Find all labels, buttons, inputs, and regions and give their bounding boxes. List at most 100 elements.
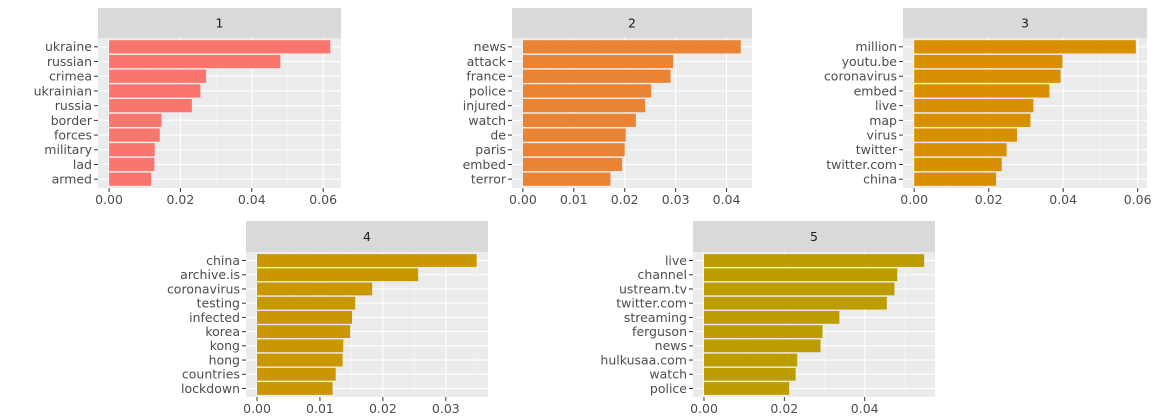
bar-ustream.tv [704, 282, 895, 296]
bar-russian [109, 54, 281, 69]
bar-de [522, 128, 626, 142]
facet-panel-3: 3 millionyoutu.becoronavirusembedlivemapv… [824, 8, 1152, 207]
y-tick-label: news [474, 39, 506, 54]
bar-police [522, 84, 652, 98]
bar-embed [914, 84, 1050, 98]
bar-live [914, 99, 1034, 113]
y-tick-label: police [650, 381, 687, 396]
x-tick-label: 0.02 [611, 192, 639, 207]
bar-news [704, 339, 821, 353]
bar-hong [257, 353, 343, 367]
y-tick-label: countries [182, 367, 240, 382]
y-tick-label: streaming [624, 310, 687, 325]
y-tick-label: de [490, 127, 506, 142]
y-tick-label: twitter.com [826, 157, 897, 172]
bar-testing [257, 296, 356, 310]
y-tick-label: watch [649, 367, 687, 382]
y-tick-label: twitter.com [616, 296, 687, 311]
facet-title: 4 [363, 229, 371, 244]
y-tick-label: terror [471, 172, 507, 187]
x-tick-label: 0.04 [851, 401, 879, 416]
facet-panel-2: 2 newsattackfrancepoliceinjuredwatchdepar… [463, 8, 752, 207]
y-tick-label: map [869, 113, 897, 128]
bar-ferguson [704, 325, 823, 339]
bar-paris [522, 143, 625, 157]
y-tick-label: youtu.be [842, 54, 898, 69]
x-tick-label: 0.01 [306, 401, 334, 416]
bar-injured [522, 99, 646, 113]
facet-title: 2 [628, 16, 636, 31]
bar-ukraine [109, 40, 331, 54]
y-tick-label: coronavirus [167, 281, 240, 296]
bar-coronavirus [914, 69, 1061, 83]
bar-archive.is [257, 268, 419, 282]
y-tick-label: kong [210, 338, 240, 353]
bar-korea [257, 325, 351, 339]
y-tick-label: military [44, 142, 92, 157]
x-tick-label: 0.06 [309, 192, 337, 207]
bar-attack [522, 54, 674, 69]
x-tick-label: 0.06 [1124, 192, 1152, 207]
facet-title: 3 [1021, 16, 1029, 31]
y-tick-label: ukrainian [34, 83, 92, 98]
bar-virus [914, 128, 1017, 142]
bar-forces [109, 128, 160, 142]
bar-infected [257, 310, 353, 324]
y-tick-label: korea [205, 324, 240, 339]
facet-panel-5: 5 livechannelustream.tvtwitter.comstreami… [600, 221, 935, 416]
x-tick-label: 0.03 [432, 401, 460, 416]
y-tick-label: ferguson [632, 324, 687, 339]
x-tick-label: 0.01 [560, 192, 588, 207]
bar-armed [109, 172, 152, 186]
bar-channel [704, 268, 898, 282]
facet-strip [693, 221, 935, 252]
facet-panel-1: 1 ukrainerussiancrimeaukrainianrussiabord… [34, 8, 341, 207]
y-tick-label: channel [638, 267, 687, 282]
bar-china [257, 254, 477, 267]
bar-lad [109, 157, 155, 172]
facet-panel-4: 4 chinaarchive.iscoronavirustestinginfect… [167, 221, 488, 416]
y-tick-label: lockdown [181, 381, 240, 396]
bar-lockdown [257, 382, 333, 395]
bar-twitter.com [704, 296, 887, 310]
bar-border [109, 113, 162, 127]
bar-hulkusaa.com [704, 353, 798, 367]
y-tick-label: virus [867, 127, 897, 142]
y-tick-label: forces [54, 127, 92, 142]
y-tick-label: france [466, 69, 506, 84]
x-tick-label: 0.02 [975, 192, 1003, 207]
x-tick-label: 0.00 [95, 192, 123, 207]
bar-crimea [109, 69, 207, 83]
x-tick-label: 0.00 [509, 192, 537, 207]
x-tick-label: 0.02 [369, 401, 397, 416]
y-tick-label: china [863, 172, 897, 187]
bar-twitter [914, 143, 1007, 157]
bar-ukrainian [109, 84, 201, 98]
x-tick-label: 0.02 [167, 192, 195, 207]
x-tick-label: 0.00 [900, 192, 928, 207]
bar-youtu.be [914, 54, 1063, 69]
x-tick-label: 0.04 [713, 192, 741, 207]
bar-embed [522, 157, 623, 172]
y-tick-label: ukraine [45, 39, 92, 54]
facet-strip [512, 8, 752, 38]
y-tick-label: china [206, 253, 240, 268]
bar-police [704, 382, 790, 395]
y-tick-label: testing [197, 296, 240, 311]
bar-live [704, 254, 925, 267]
x-tick-label: 0.04 [1049, 192, 1077, 207]
y-tick-label: million [855, 39, 897, 54]
bar-streaming [704, 310, 840, 324]
y-tick-label: attack [467, 54, 507, 69]
y-tick-label: ustream.tv [619, 281, 688, 296]
x-tick-label: 0.02 [770, 401, 798, 416]
bar-terror [522, 172, 611, 186]
y-tick-label: embed [463, 157, 506, 172]
x-tick-label: 0.00 [690, 401, 718, 416]
bar-watch [704, 367, 796, 381]
y-tick-label: live [875, 98, 897, 113]
bar-coronavirus [257, 282, 373, 296]
bar-map [914, 113, 1031, 127]
y-tick-label: coronavirus [824, 69, 897, 84]
